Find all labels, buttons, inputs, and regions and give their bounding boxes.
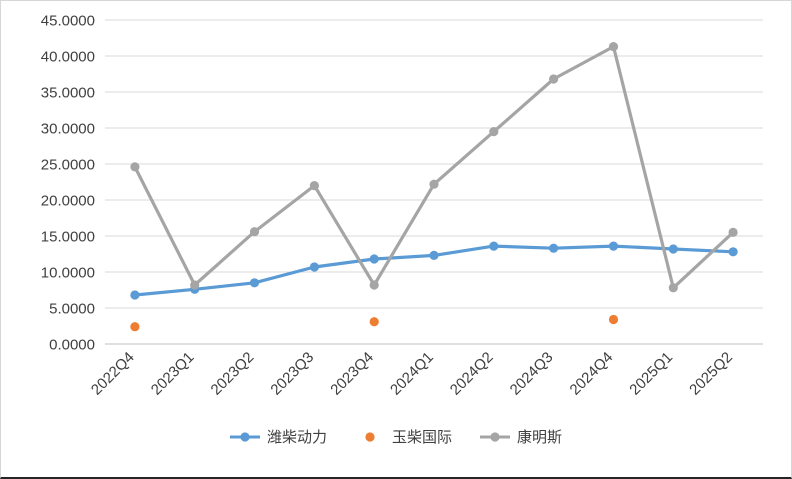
series-marker-0 bbox=[429, 250, 439, 260]
x-axis-tick-label: 2024Q3 bbox=[507, 349, 557, 399]
series-marker-2 bbox=[190, 280, 200, 290]
x-axis-tick-label: 2022Q4 bbox=[88, 349, 138, 399]
legend-marker-icon bbox=[480, 431, 510, 442]
x-axis-tick-label: 2023Q2 bbox=[208, 349, 258, 399]
series-marker-2 bbox=[668, 283, 678, 293]
legend-label: 康明斯 bbox=[517, 429, 563, 446]
x-axis-tick-label: 2023Q4 bbox=[327, 349, 377, 399]
series-marker-1 bbox=[369, 317, 379, 327]
x-axis-tick-label: 2024Q1 bbox=[387, 349, 437, 399]
series-marker-2 bbox=[549, 74, 559, 84]
legend-label: 玉柴国际 bbox=[391, 429, 452, 446]
y-axis-tick-label: 40.0000 bbox=[41, 48, 95, 65]
y-axis-tick-label: 45.0000 bbox=[41, 12, 95, 29]
legend-item-0: 潍柴动力 bbox=[229, 426, 327, 447]
series-marker-1 bbox=[608, 314, 619, 325]
series-marker-0 bbox=[489, 241, 499, 251]
y-axis-tick-label: 25.0000 bbox=[41, 156, 95, 173]
series-marker-0 bbox=[369, 254, 379, 264]
series-marker-2 bbox=[608, 42, 619, 52]
series-marker-0 bbox=[728, 247, 738, 257]
series-marker-2 bbox=[130, 162, 140, 172]
series-marker-2 bbox=[309, 181, 319, 191]
y-axis-tick-label: 20.0000 bbox=[41, 192, 95, 209]
y-axis-tick-label: 0.0000 bbox=[49, 336, 95, 353]
chart-legend: 潍柴动力 玉柴国际 康明斯 bbox=[1, 426, 791, 447]
y-axis-tick-label: 30.0000 bbox=[41, 120, 95, 137]
y-axis-tick-label: 35.0000 bbox=[41, 84, 95, 101]
x-axis-tick-label: 2023Q3 bbox=[267, 349, 317, 399]
x-axis-tick-label: 2025Q1 bbox=[626, 349, 676, 399]
series-marker-2 bbox=[728, 227, 738, 237]
plot-area: 0.0000 5.0000 10.0000 15.0000 20.0000 25.0000… bbox=[41, 12, 763, 399]
y-axis-tick-label: 5.0000 bbox=[49, 300, 95, 317]
y-axis-tick-label: 10.0000 bbox=[41, 264, 95, 281]
series-marker-0 bbox=[309, 262, 319, 272]
legend-marker-icon bbox=[365, 431, 375, 442]
series-marker-0 bbox=[130, 290, 140, 300]
series-marker-2 bbox=[249, 227, 260, 237]
legend-label: 潍柴动力 bbox=[266, 429, 327, 446]
legend-item-2: 康明斯 bbox=[480, 426, 562, 447]
y-axis-tick-label: 15.0000 bbox=[41, 228, 95, 245]
series-marker-0 bbox=[549, 243, 559, 253]
legend-item-1: 玉柴国际 bbox=[355, 426, 452, 447]
series-marker-2 bbox=[429, 179, 439, 189]
series-marker-1 bbox=[130, 322, 140, 332]
x-axis-tick-label: 2025Q2 bbox=[686, 349, 736, 399]
x-axis-tick-label: 2023Q1 bbox=[148, 349, 198, 399]
legend-marker-icon bbox=[229, 431, 260, 442]
series-marker-2 bbox=[369, 280, 379, 290]
x-axis-tick-label: 2024Q4 bbox=[567, 349, 617, 399]
series-marker-2 bbox=[489, 127, 499, 137]
series-marker-0 bbox=[249, 278, 260, 288]
x-axis-tick-label: 2024Q2 bbox=[447, 349, 497, 399]
series-marker-0 bbox=[668, 244, 678, 254]
series-marker-0 bbox=[608, 241, 619, 251]
